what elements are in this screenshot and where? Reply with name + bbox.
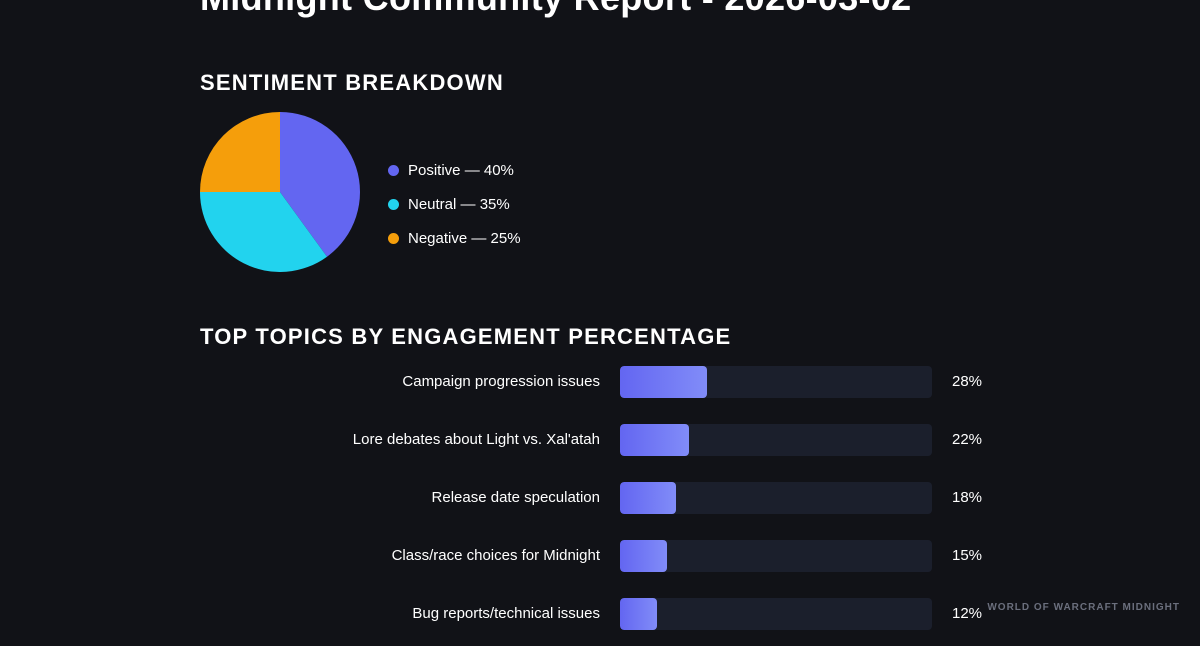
legend-swatch bbox=[388, 198, 399, 210]
topic-bar bbox=[620, 424, 689, 456]
pie-slice-neutral bbox=[200, 192, 328, 272]
legend-label: Negative — 25% bbox=[408, 229, 521, 247]
sentiment-pie-chart bbox=[200, 112, 360, 272]
topic-bar bbox=[620, 540, 667, 572]
topic-value-label: 22% bbox=[952, 431, 983, 448]
topic-value-label: 18% bbox=[952, 489, 983, 506]
legend-label: Neutral — 35% bbox=[408, 195, 510, 213]
topic-row: Campaign progression issues 28% bbox=[200, 366, 1000, 398]
topic-bar-track bbox=[620, 598, 932, 630]
topic-value-label: 12% bbox=[952, 605, 983, 622]
legend-label: Positive — 40% bbox=[408, 161, 514, 179]
topic-bar bbox=[620, 598, 658, 630]
topic-bar-track bbox=[620, 424, 932, 456]
topic-label: Bug reports/technical issues bbox=[412, 605, 600, 622]
topic-row: Lore debates about Light vs. Xal'atah 22% bbox=[200, 424, 1000, 456]
topic-row: Class/race choices for Midnight 15% bbox=[200, 540, 1000, 572]
topic-row: Bug reports/technical issues 12% bbox=[200, 598, 1000, 630]
sentiment-legend: Positive — 40% Neutral — 35% Negative — 25… bbox=[388, 160, 521, 262]
pie-slice-negative bbox=[200, 112, 280, 192]
topic-label: Release date speculation bbox=[431, 489, 600, 506]
topic-row: Release date speculation 18% bbox=[200, 482, 1000, 514]
legend-item-neutral: Neutral — 35% bbox=[388, 194, 521, 214]
legend-swatch bbox=[388, 232, 399, 244]
topic-bar-track bbox=[620, 540, 932, 572]
topic-label: Lore debates about Light vs. Xal'atah bbox=[352, 431, 600, 448]
sentiment-heading: SENTIMENT BREAKDOWN bbox=[200, 70, 504, 95]
legend-item-positive: Positive — 40% bbox=[388, 160, 521, 180]
topics-heading: TOP TOPICS BY ENGAGEMENT PERCENTAGE bbox=[200, 324, 732, 349]
topic-bar-track bbox=[620, 482, 932, 514]
pie-slice-positive bbox=[280, 112, 360, 257]
topic-bar bbox=[620, 366, 708, 398]
legend-swatch bbox=[388, 164, 399, 176]
topic-value-label: 15% bbox=[952, 547, 983, 564]
topic-value-label: 28% bbox=[952, 373, 983, 390]
watermark: WORLD OF WARCRAFT MIDNIGHT bbox=[987, 602, 1180, 613]
legend-item-negative: Negative — 25% bbox=[388, 228, 521, 248]
report-title: Midnight Community Report - 2026-03-02 bbox=[200, 0, 911, 18]
topic-label: Campaign progression issues bbox=[402, 373, 600, 390]
topic-bar-track bbox=[620, 366, 932, 398]
topic-label: Class/race choices for Midnight bbox=[391, 547, 600, 564]
topic-bar bbox=[620, 482, 677, 514]
